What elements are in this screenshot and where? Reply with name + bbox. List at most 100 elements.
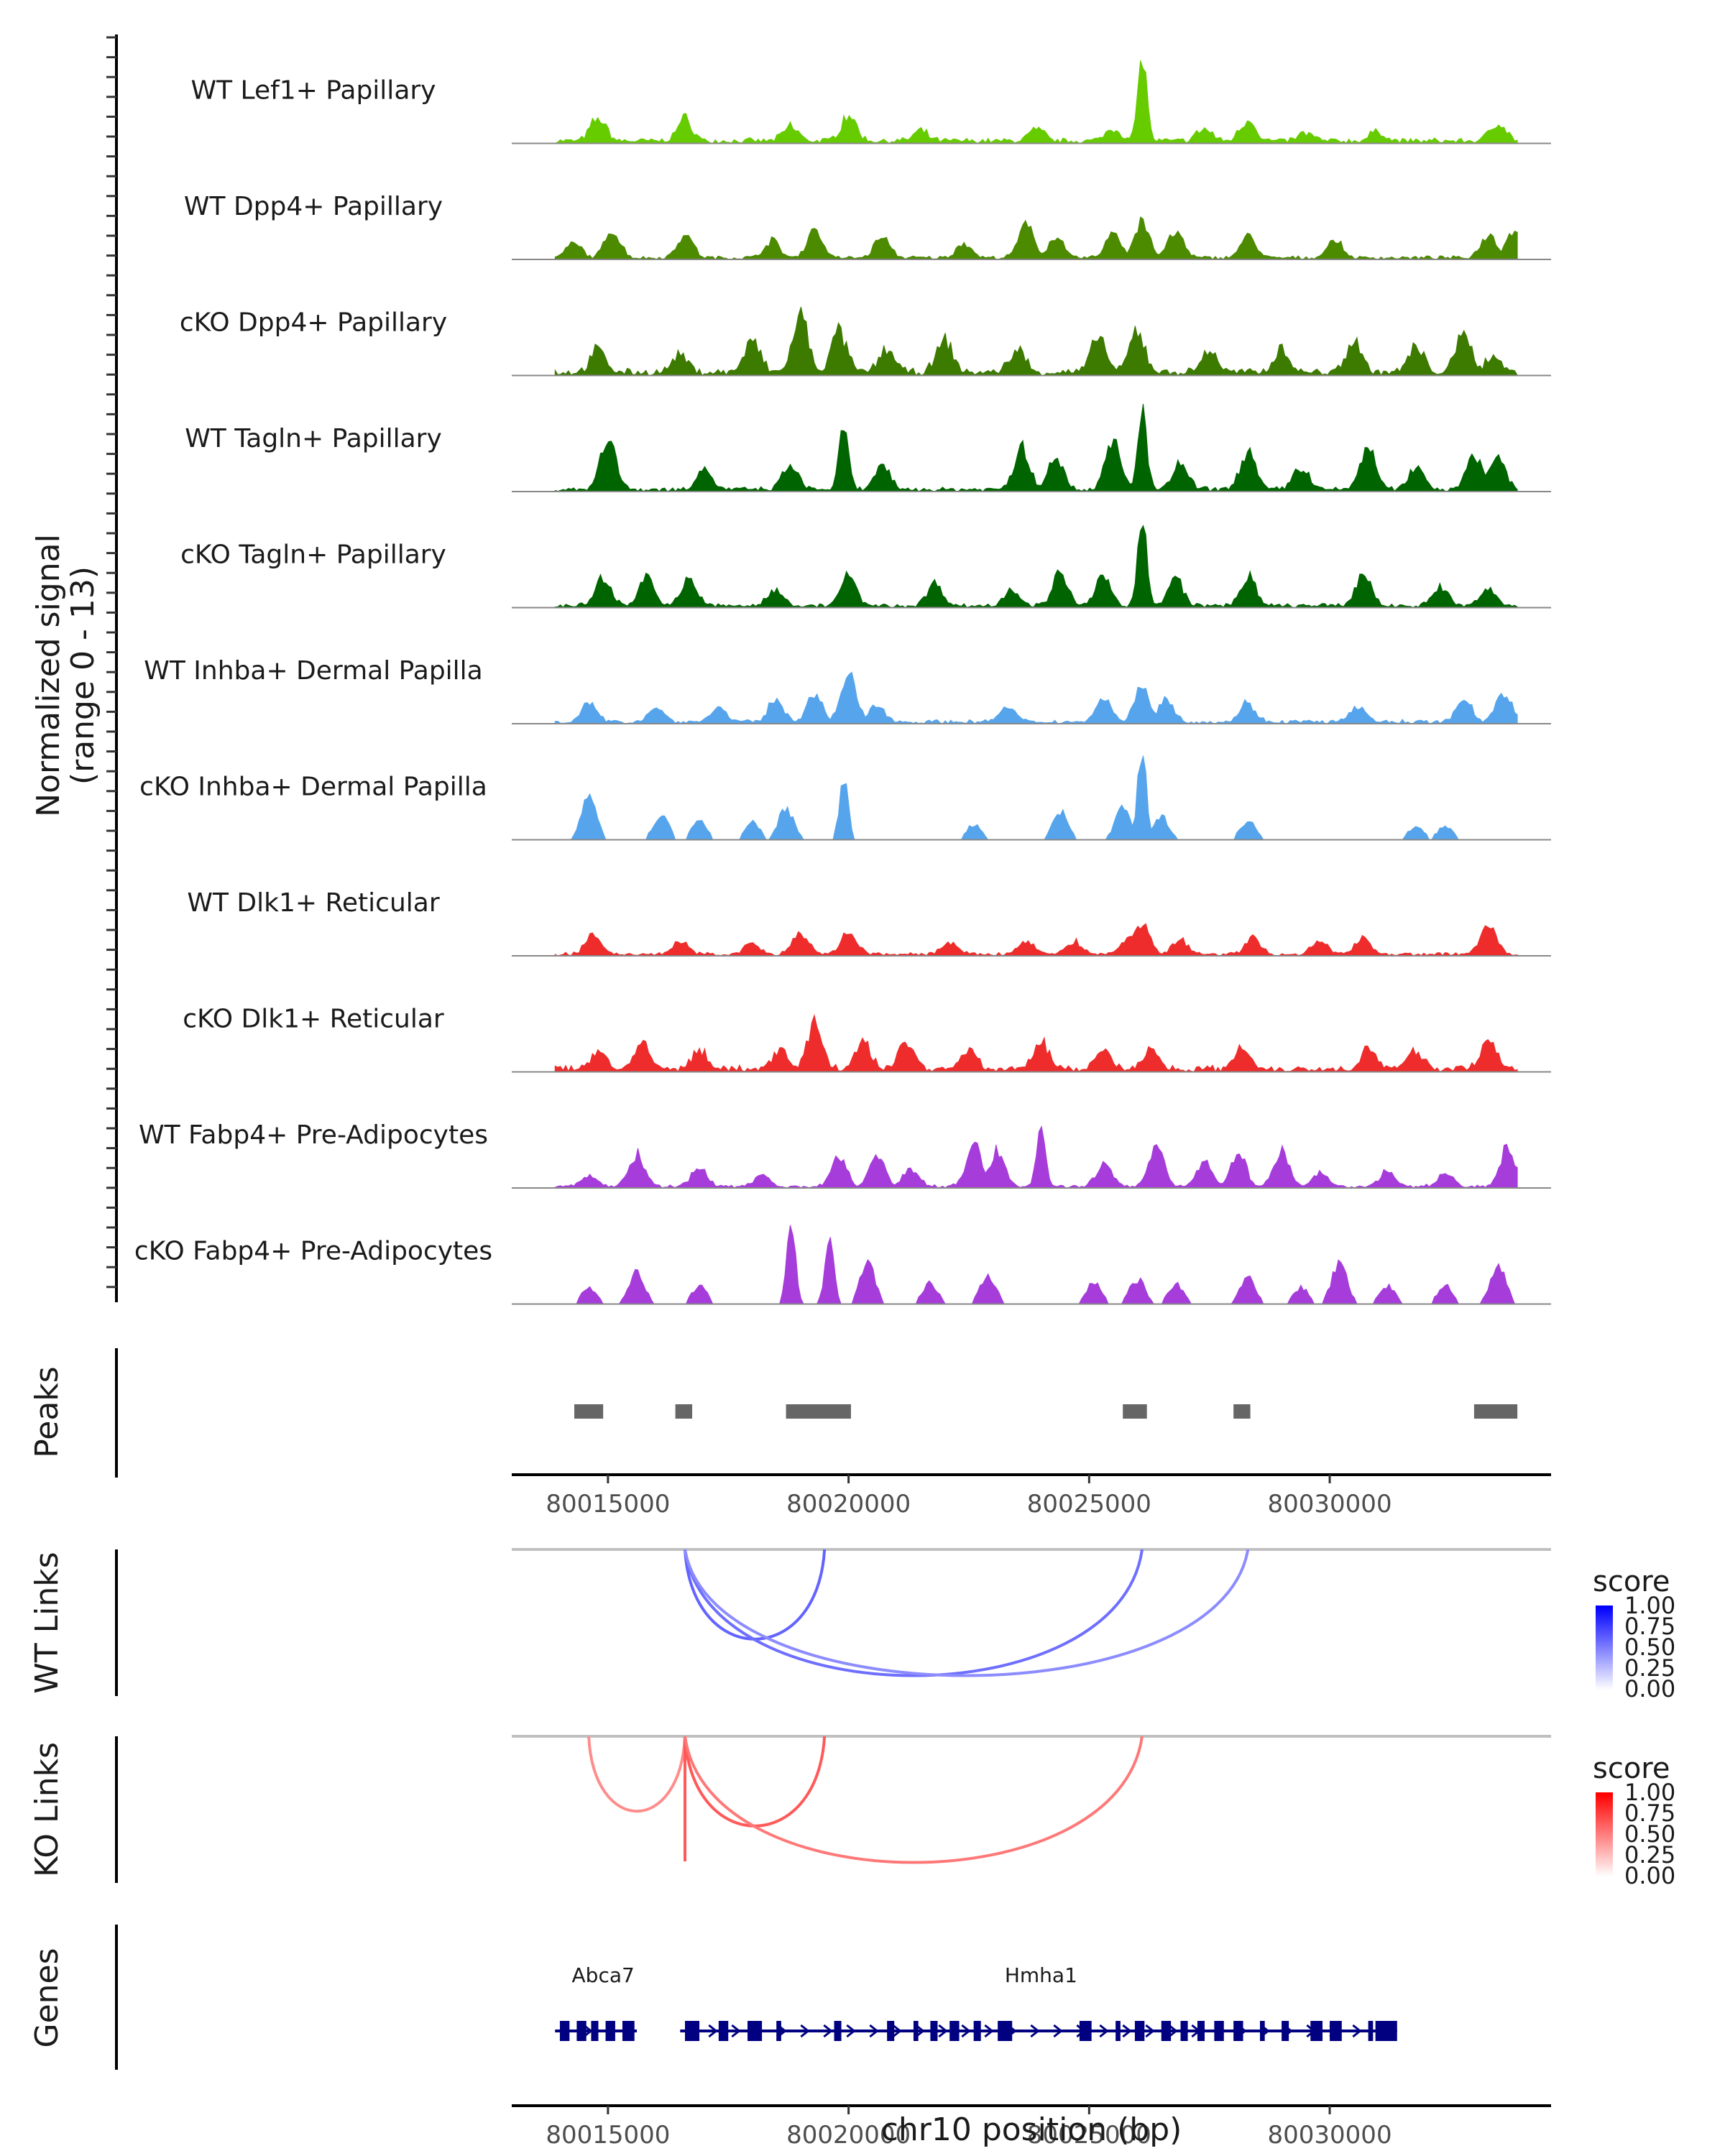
track-label: cKO Inhba+ Dermal Papilla xyxy=(139,773,487,802)
colorbar-step xyxy=(1596,1821,1613,1825)
colorbar-title: score xyxy=(1593,1565,1670,1598)
colorbar-step xyxy=(1596,1657,1613,1660)
coverage-area xyxy=(554,404,1518,492)
colorbar-step xyxy=(1596,1659,1613,1662)
colorbar-step xyxy=(1596,1800,1613,1804)
colorbar-step xyxy=(1596,1664,1613,1667)
colorbar-step xyxy=(1596,1848,1613,1851)
colorbar-step xyxy=(1596,1668,1613,1671)
colorbar-step xyxy=(1596,1815,1613,1818)
coverage-area xyxy=(554,216,1518,260)
colorbar-step xyxy=(1596,1840,1613,1843)
coverage-area xyxy=(554,306,1518,377)
track-label: WT Fabp4+ Pre-Adipocytes xyxy=(139,1120,488,1150)
strand-arrow xyxy=(892,2024,902,2038)
colorbar-tick-label: 0.75 xyxy=(1624,1800,1675,1827)
y-axis-title-line2: (range 0 - 13) xyxy=(65,566,101,785)
colorbar-step xyxy=(1596,1798,1613,1802)
colorbar-step xyxy=(1596,1838,1613,1841)
exon xyxy=(1259,2021,1265,2041)
peak-region xyxy=(574,1404,604,1419)
coverage-area xyxy=(555,60,1518,144)
colorbar-step xyxy=(1596,1607,1613,1611)
ko-links-track xyxy=(512,1735,1551,1864)
colorbar-step xyxy=(1596,1792,1613,1795)
exon xyxy=(1197,2021,1205,2041)
coverage-area xyxy=(554,1125,1518,1189)
gene-label: Abca7 xyxy=(572,1963,635,1987)
exon xyxy=(748,2021,763,2041)
coverage-area xyxy=(554,923,1518,957)
peaks-label: Peaks xyxy=(29,1366,65,1457)
coverage-tracks: WT Lef1+ Papillary WT Dpp4+ Papillary cKO … xyxy=(134,60,1551,1305)
colorbar-step xyxy=(1596,1630,1613,1634)
strand-arrow xyxy=(800,2024,810,2038)
colorbar-tick-label: 1.00 xyxy=(1624,1779,1675,1806)
colorbar-step xyxy=(1596,1871,1613,1874)
colorbar-step xyxy=(1596,1823,1613,1826)
strand-arrow xyxy=(1030,2024,1040,2038)
colorbar-step xyxy=(1596,1680,1613,1683)
colorbar-tick-label: 0.00 xyxy=(1624,1675,1675,1703)
exon xyxy=(559,2021,570,2041)
exon xyxy=(1330,2021,1342,2041)
colorbar-step xyxy=(1596,1622,1613,1625)
colorbar-step xyxy=(1596,1867,1613,1870)
strand-arrow xyxy=(731,2024,741,2038)
strand-arrow xyxy=(1352,2024,1362,2038)
exon xyxy=(834,2021,842,2041)
colorbar-step xyxy=(1596,1813,1613,1816)
colorbar-step xyxy=(1596,1647,1613,1650)
colorbar-step xyxy=(1596,1645,1613,1648)
colorbar-step xyxy=(1596,1636,1613,1639)
track-label: cKO Dlk1+ Reticular xyxy=(183,1005,444,1034)
exon xyxy=(930,2021,938,2041)
peak-region xyxy=(1233,1404,1251,1419)
colorbar-tick-label: 0.00 xyxy=(1624,1862,1675,1889)
exon xyxy=(576,2021,586,2041)
colorbar-step xyxy=(1596,1678,1613,1681)
track-label: cKO Dpp4+ Papillary xyxy=(180,308,447,338)
colorbar-step xyxy=(1596,1855,1613,1858)
colorbar-tick-label: 0.75 xyxy=(1624,1613,1675,1640)
strand-arrow xyxy=(984,2024,994,2038)
track-label: cKO Fabp4+ Pre-Adipocytes xyxy=(134,1237,492,1266)
colorbar-step xyxy=(1596,1832,1613,1835)
colorbar-step xyxy=(1596,1620,1613,1623)
colorbar-step xyxy=(1596,1865,1613,1868)
colorbar-step xyxy=(1596,1676,1613,1680)
colorbar-step xyxy=(1596,1643,1613,1646)
x-tick-label: 80015000 xyxy=(546,2121,670,2150)
wt-links-track xyxy=(512,1548,1551,1677)
colorbar-step xyxy=(1596,1805,1613,1807)
colorbar-step xyxy=(1596,1685,1613,1687)
strand-arrow xyxy=(961,2024,971,2038)
colorbar-step xyxy=(1596,1662,1613,1664)
colorbar-step xyxy=(1596,1632,1613,1636)
peak-region xyxy=(1473,1404,1518,1419)
colorbar-step xyxy=(1596,1856,1613,1860)
colorbar-step xyxy=(1596,1672,1613,1675)
exon xyxy=(591,2021,599,2041)
colorbar-step xyxy=(1596,1874,1613,1876)
coverage-area xyxy=(554,525,1518,609)
colorbar-step xyxy=(1596,1830,1613,1833)
exon xyxy=(1134,2021,1145,2041)
colorbar-step xyxy=(1596,1861,1613,1864)
exon xyxy=(1180,2021,1188,2041)
track-label: WT Lef1+ Papillary xyxy=(191,76,436,106)
colorbar-step xyxy=(1596,1611,1613,1615)
track-label: WT Dlk1+ Reticular xyxy=(187,888,439,918)
exon xyxy=(1214,2021,1224,2041)
peak-region xyxy=(786,1404,851,1419)
x-tick-label: 80025000 xyxy=(1027,2121,1151,2150)
coverage-area xyxy=(554,671,1518,724)
colorbar-step xyxy=(1596,1842,1613,1846)
y-axis-title-line1: Normalized signal xyxy=(30,534,67,817)
genes-track: Abca7 Hmha1 xyxy=(555,1963,1397,2041)
exon xyxy=(776,2021,781,2041)
exon xyxy=(1368,2021,1374,2041)
x-tick-label: 80020000 xyxy=(786,1490,911,1519)
exon xyxy=(685,2021,700,2041)
